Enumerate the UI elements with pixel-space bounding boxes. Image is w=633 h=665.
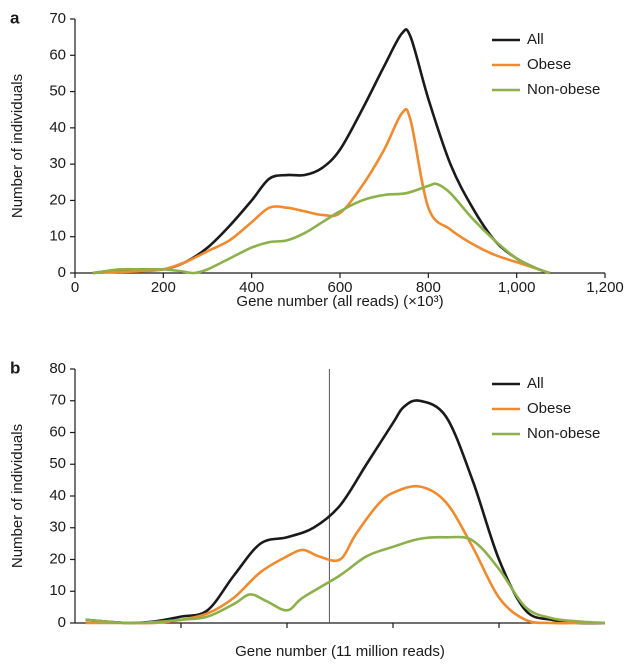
- y-tick-label: 20: [49, 191, 66, 208]
- y-tick-label: 60: [49, 46, 66, 63]
- x-tick-label: 1,200: [586, 279, 624, 296]
- x-tick-label: 1,000: [498, 279, 536, 296]
- y-axis-label: Number of individuals: [9, 424, 26, 568]
- legend-label: All: [527, 375, 544, 392]
- y-tick-label: 40: [49, 487, 66, 504]
- x-tick-label: 0: [71, 279, 79, 296]
- y-tick-label: 10: [49, 228, 66, 245]
- y-tick-label: 0: [58, 614, 66, 631]
- data-line: [85, 484, 605, 625]
- y-tick-label: 80: [49, 360, 66, 377]
- legend-label: Obese: [527, 400, 571, 417]
- x-tick-label: 600: [327, 279, 352, 296]
- x-axis-label: Gene number (all reads) (×10³): [236, 293, 443, 310]
- x-tick-label: 200: [151, 279, 176, 296]
- y-tick-label: 30: [49, 519, 66, 536]
- y-tick-label: 70: [49, 392, 66, 409]
- y-tick-label: 70: [49, 10, 66, 27]
- y-tick-label: 0: [58, 264, 66, 281]
- data-line: [92, 28, 551, 275]
- x-tick-label: 400: [239, 279, 264, 296]
- x-tick-label: 800: [416, 279, 441, 296]
- data-line: [92, 107, 551, 275]
- y-tick-label: 10: [49, 582, 66, 599]
- y-tick-label: 60: [49, 423, 66, 440]
- data-line: [85, 535, 606, 625]
- legend-label: Non-obese: [527, 425, 600, 442]
- x-axis-label: Gene number (11 million reads): [235, 643, 445, 660]
- legend-label: All: [527, 31, 544, 48]
- data-line: [92, 182, 551, 275]
- y-axis-label: Number of individuals: [9, 74, 26, 218]
- y-tick-label: 50: [49, 455, 66, 472]
- panel-label: b: [10, 358, 20, 377]
- panel-label: a: [10, 8, 20, 27]
- y-tick-label: 30: [49, 155, 66, 172]
- legend-label: Non-obese: [527, 81, 600, 98]
- y-tick-label: 20: [49, 550, 66, 567]
- y-tick-label: 50: [49, 83, 66, 100]
- legend-label: Obese: [527, 56, 571, 73]
- y-tick-label: 40: [49, 119, 66, 136]
